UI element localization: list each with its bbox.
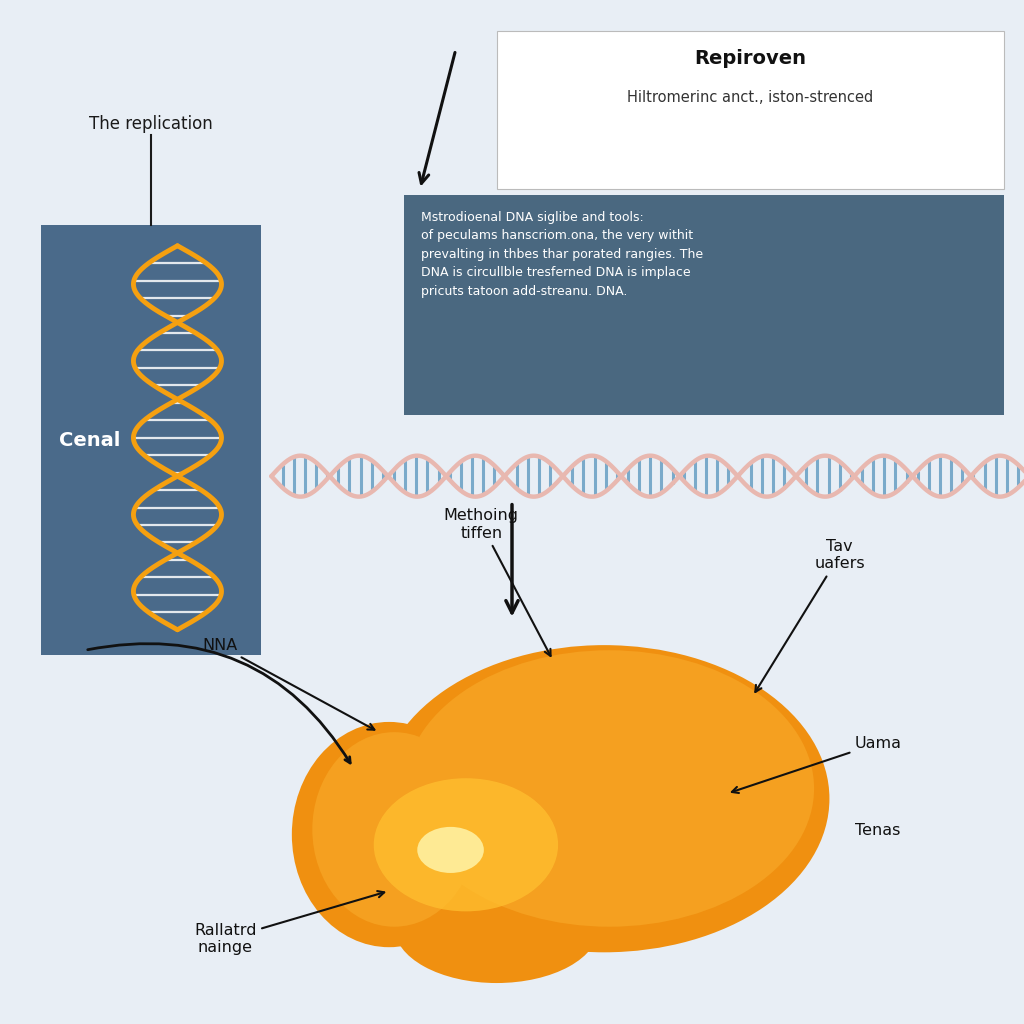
Text: Repiroven: Repiroven	[694, 49, 806, 69]
Text: Uama: Uama	[732, 735, 902, 793]
Ellipse shape	[312, 732, 476, 927]
FancyBboxPatch shape	[497, 31, 1004, 189]
FancyBboxPatch shape	[404, 195, 1004, 415]
FancyBboxPatch shape	[41, 225, 261, 655]
Ellipse shape	[379, 645, 829, 952]
Text: Methoing
tiffen: Methoing tiffen	[443, 508, 551, 656]
Text: The replication: The replication	[89, 115, 213, 133]
Text: Mstrodioenal DNA siglibe and tools:
of peculams hanscriom.ona, the very withit
p: Mstrodioenal DNA siglibe and tools: of p…	[421, 211, 703, 298]
Ellipse shape	[292, 722, 486, 947]
Text: NNA: NNA	[203, 638, 375, 730]
Text: Tenas: Tenas	[855, 822, 900, 838]
Text: Hiltromerinc anct., iston-strenced: Hiltromerinc anct., iston-strenced	[627, 90, 873, 105]
Text: Tav
uafers: Tav uafers	[756, 539, 865, 692]
Text: Rallatrd
nainge: Rallatrd nainge	[194, 891, 384, 955]
Ellipse shape	[394, 870, 599, 983]
Ellipse shape	[404, 650, 814, 927]
Text: Cenal: Cenal	[59, 431, 121, 450]
Ellipse shape	[418, 827, 484, 872]
Ellipse shape	[374, 778, 558, 911]
